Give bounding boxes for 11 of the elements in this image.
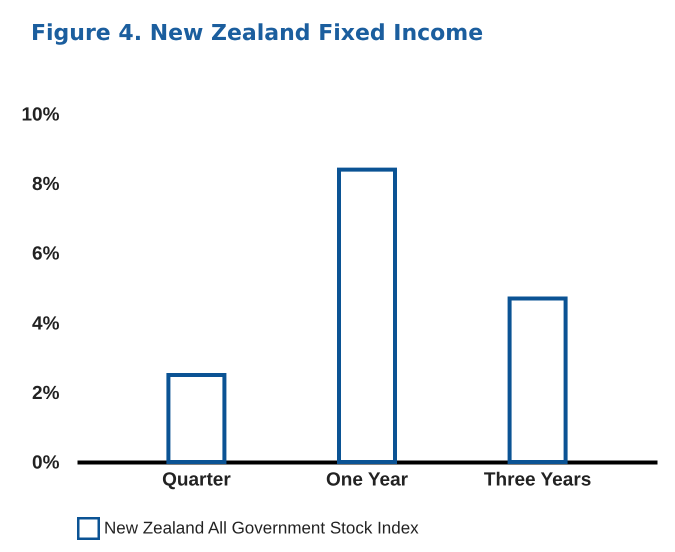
y-tick-label: 10% [21,104,60,126]
y-tick-label: 0% [32,452,60,474]
x-tick-label: Three Years [484,470,592,490]
y-tick-label: 4% [32,313,60,334]
x-tick-label: Quarter [162,470,232,490]
chart-title: Figure 4. New Zealand Fixed Income [30,21,484,46]
legend-label: New Zealand All Government Stock Index [104,518,420,538]
x-tick-label: One Year [326,470,409,490]
y-tick-label: 2% [32,382,60,404]
y-tick-label: 8% [32,174,60,196]
y-tick-label: 6% [32,244,60,265]
